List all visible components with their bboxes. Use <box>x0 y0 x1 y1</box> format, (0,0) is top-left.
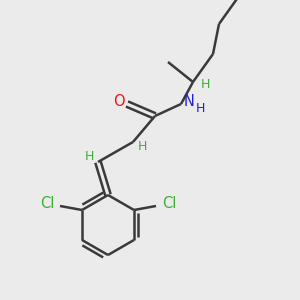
Text: Cl: Cl <box>162 196 176 211</box>
Text: H: H <box>195 101 205 115</box>
Text: O: O <box>113 94 125 109</box>
Text: H: H <box>137 140 147 154</box>
Text: H: H <box>84 151 94 164</box>
Text: N: N <box>184 94 194 109</box>
Text: Cl: Cl <box>40 196 54 211</box>
Text: H: H <box>200 79 210 92</box>
